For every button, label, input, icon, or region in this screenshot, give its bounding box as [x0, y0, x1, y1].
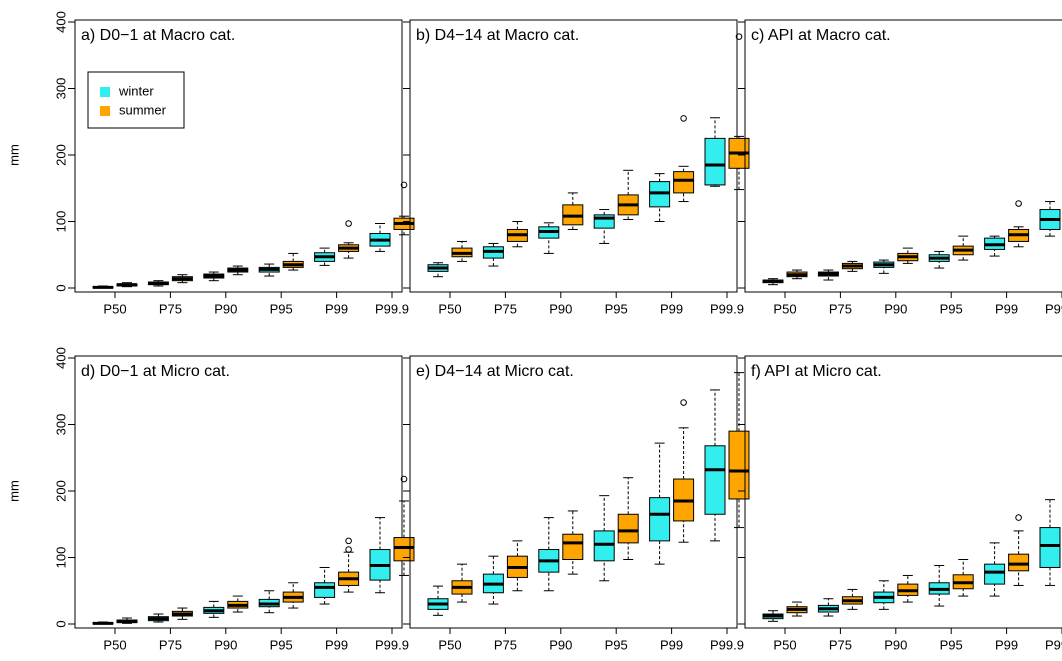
box	[314, 582, 336, 598]
x-tick-label: P99	[325, 637, 348, 652]
x-tick-label: P99	[995, 637, 1018, 652]
y-tick-label: 300	[53, 414, 68, 436]
box	[562, 533, 584, 560]
y-tick-label: 200	[53, 480, 68, 502]
box	[593, 530, 615, 562]
x-tick-label: P90	[214, 637, 237, 652]
panel-title: f) API at Micro cat.	[751, 363, 882, 380]
box	[393, 537, 415, 562]
box	[649, 497, 671, 542]
panel-title: d) D0−1 at Micro cat.	[81, 363, 230, 380]
y-tick-label: 0	[53, 620, 68, 627]
y-tick-label: 100	[53, 547, 68, 569]
x-tick-label: P90	[214, 301, 237, 316]
legend-box	[87, 71, 185, 129]
x-tick-label: P90	[549, 637, 572, 652]
outlier	[400, 475, 408, 483]
x-tick-label: P90	[549, 301, 572, 316]
y-tick-label: 400	[53, 11, 68, 33]
x-tick-label: P90	[884, 637, 907, 652]
panel-title: c) API at Macro cat.	[751, 27, 891, 44]
x-tick-label: P99.9	[710, 637, 744, 652]
y-tick-label: 400	[53, 347, 68, 369]
y-tick-label: 300	[53, 78, 68, 100]
x-tick-label: P50	[773, 301, 796, 316]
x-tick-label: P75	[829, 301, 852, 316]
box	[1008, 553, 1030, 572]
x-tick-label: P95	[270, 637, 293, 652]
box	[728, 430, 750, 500]
box	[1039, 527, 1061, 568]
x-tick-label: P99.9	[710, 301, 744, 316]
x-tick-label: P50	[438, 301, 461, 316]
x-tick-label: P99.9	[375, 637, 409, 652]
box	[617, 513, 639, 544]
x-tick-label: P99.9	[1045, 301, 1062, 316]
legend-swatch	[100, 106, 110, 116]
x-tick-label: P75	[494, 301, 517, 316]
y-axis-label: mm	[6, 144, 21, 166]
x-tick-label: P75	[829, 637, 852, 652]
x-tick-label: P75	[159, 637, 182, 652]
x-tick-label: P99	[995, 301, 1018, 316]
x-tick-label: P75	[494, 637, 517, 652]
x-tick-label: P99	[660, 637, 683, 652]
x-tick-label: P99.9	[375, 301, 409, 316]
x-tick-label: P50	[103, 301, 126, 316]
box	[704, 137, 726, 186]
x-tick-label: P99	[660, 301, 683, 316]
y-tick-label: 0	[53, 284, 68, 291]
outlier	[1015, 200, 1022, 207]
plot-frame	[744, 355, 1062, 629]
outlier	[400, 181, 408, 189]
y-axis-label: mm	[6, 480, 21, 502]
x-tick-label: P99.9	[1045, 637, 1062, 652]
x-tick-label: P90	[884, 301, 907, 316]
x-tick-label: P95	[940, 637, 963, 652]
x-tick-label: P50	[773, 637, 796, 652]
panel-title: a) D0−1 at Macro cat.	[81, 27, 235, 44]
outlier	[1015, 514, 1022, 521]
x-tick-label: P75	[159, 301, 182, 316]
outlier	[345, 220, 352, 227]
box	[673, 171, 695, 194]
legend-label: winter	[118, 83, 154, 98]
box	[704, 445, 726, 515]
panel-title: e) D4−14 at Micro cat.	[416, 363, 574, 380]
plot-frame	[74, 19, 403, 293]
x-tick-label: P95	[270, 301, 293, 316]
x-tick-label: P50	[103, 637, 126, 652]
outlier	[345, 537, 352, 545]
panel-title: b) D4−14 at Macro cat.	[416, 27, 579, 44]
legend-swatch	[100, 87, 110, 97]
outlier	[735, 33, 743, 40]
x-tick-label: P95	[605, 637, 628, 652]
box	[984, 563, 1006, 585]
outlier	[680, 115, 687, 122]
x-tick-label: P99	[325, 301, 348, 316]
x-tick-label: P95	[940, 301, 963, 316]
plot-frame	[744, 19, 1062, 293]
outlier	[345, 546, 352, 553]
x-tick-label: P95	[605, 301, 628, 316]
plot-frame	[74, 355, 403, 629]
y-tick-label: 200	[53, 144, 68, 166]
legend-label: summer	[119, 102, 167, 117]
outlier	[680, 399, 687, 406]
x-tick-label: P50	[438, 637, 461, 652]
y-tick-label: 100	[53, 211, 68, 233]
